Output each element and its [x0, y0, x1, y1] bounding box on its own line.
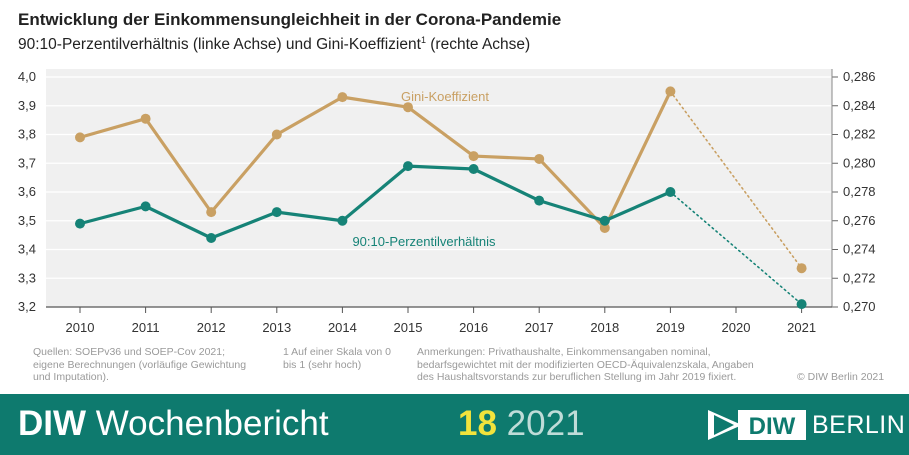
brand-rest: Wochenbericht [86, 404, 329, 443]
x-tick-label: 2017 [525, 320, 554, 335]
footnote: 1 Auf einer Skala von 0 bis 1 (sehr hoch… [283, 346, 391, 371]
page-title: Entwicklung der Einkommensungleichheit i… [18, 10, 562, 29]
publication-brand: DIW Wochenbericht [18, 404, 329, 444]
data-point [534, 153, 545, 164]
issue-label: 18 2021 [458, 404, 585, 444]
y-left-tick-label: 3,9 [18, 98, 36, 113]
data-point [140, 201, 151, 212]
issue-number: 18 [458, 404, 497, 443]
y-left-tick-label: 3,4 [18, 242, 36, 257]
x-tick-label: 2014 [328, 320, 357, 335]
y-right-tick-label: 0,284 [843, 98, 876, 113]
brand-bold: DIW [18, 404, 87, 443]
series-label: 90:10-Perzentilverhältnis [352, 234, 496, 249]
series-line [79, 164, 672, 240]
subtitle-end: (rechte Achse) [425, 36, 531, 54]
data-point [599, 222, 610, 233]
data-point [206, 233, 217, 243]
x-tick-label: 2019 [656, 320, 685, 335]
diw-logo-mark: DIW [708, 410, 806, 440]
x-tick-label: 2021 [787, 320, 816, 335]
x-tick-label: 2012 [197, 320, 226, 335]
x-tick-label: 2018 [590, 320, 619, 335]
y-left-tick-label: 3,3 [18, 270, 36, 285]
subtitle-footnote-mark: 1 [420, 35, 426, 45]
series-line [79, 90, 672, 230]
data-point [599, 215, 610, 226]
y-right-tick-label: 0,274 [843, 242, 876, 257]
sources-note: Quellen: SOEPv36 und SOEP-Cov 2021; eige… [33, 346, 247, 383]
x-tick-label: 2013 [262, 320, 291, 335]
y-left-tick-label: 3,8 [18, 127, 36, 142]
data-point [75, 218, 85, 229]
x-tick-label: 2016 [459, 320, 488, 335]
data-point [75, 132, 85, 143]
data-point [796, 263, 807, 274]
y-left-tick-label: 3,7 [18, 155, 36, 170]
x-tick-label: 2011 [132, 320, 160, 335]
y-right-tick-label: 0,282 [843, 127, 876, 142]
data-point [534, 195, 545, 206]
y-left-tick-label: 4,0 [18, 69, 36, 84]
data-point [271, 207, 282, 218]
series-projection-line [669, 191, 803, 305]
y-right-tick-label: 0,276 [843, 213, 876, 228]
data-point [271, 129, 282, 140]
y-left-tick-label: 3,5 [18, 213, 36, 228]
data-point [796, 299, 807, 310]
x-tick-label: 2015 [394, 320, 423, 335]
y-right-tick-label: 0,270 [843, 299, 876, 314]
y-right-tick-label: 0,272 [843, 270, 876, 285]
data-point [468, 164, 479, 174]
copyright: © DIW Berlin 2021 [797, 371, 885, 383]
data-point [337, 215, 348, 226]
y-left-tick-label: 3,2 [18, 299, 36, 314]
issue-year: 2021 [506, 404, 585, 443]
x-tick-label: 2020 [722, 320, 751, 335]
data-point [337, 92, 348, 103]
data-point [403, 161, 413, 172]
data-point [665, 187, 676, 197]
series-label: Gini-Koeffizient [401, 89, 489, 104]
y-left-tick-label: 3,6 [18, 184, 36, 199]
series-projection-line [669, 90, 803, 269]
subtitle-text: 90:10-Perzentilverhältnis (linke Achse) … [18, 36, 421, 54]
plot-background [46, 69, 832, 307]
line-chart: 3,2 0,270 3,3 0,272 3,4 0,274 3,5 0,276 3,6 0,278… [18, 69, 876, 335]
logo-mark-text: DIW [749, 413, 796, 440]
y-right-tick-label: 0,286 [843, 69, 876, 84]
logo-text: BERLIN [812, 411, 906, 439]
data-point [403, 102, 413, 113]
x-tick-label: 2010 [66, 320, 95, 335]
data-point [468, 151, 479, 162]
data-point [665, 86, 676, 97]
remarks-note: Anmerkungen: Privathaushalte, Einkommens… [417, 346, 754, 383]
y-right-tick-label: 0,278 [843, 184, 876, 199]
data-point [206, 207, 217, 218]
page-subtitle: 90:10-Perzentilverhältnis (linke Achse) … [18, 35, 530, 54]
y-right-tick-label: 0,280 [843, 155, 876, 170]
data-point [140, 113, 151, 124]
